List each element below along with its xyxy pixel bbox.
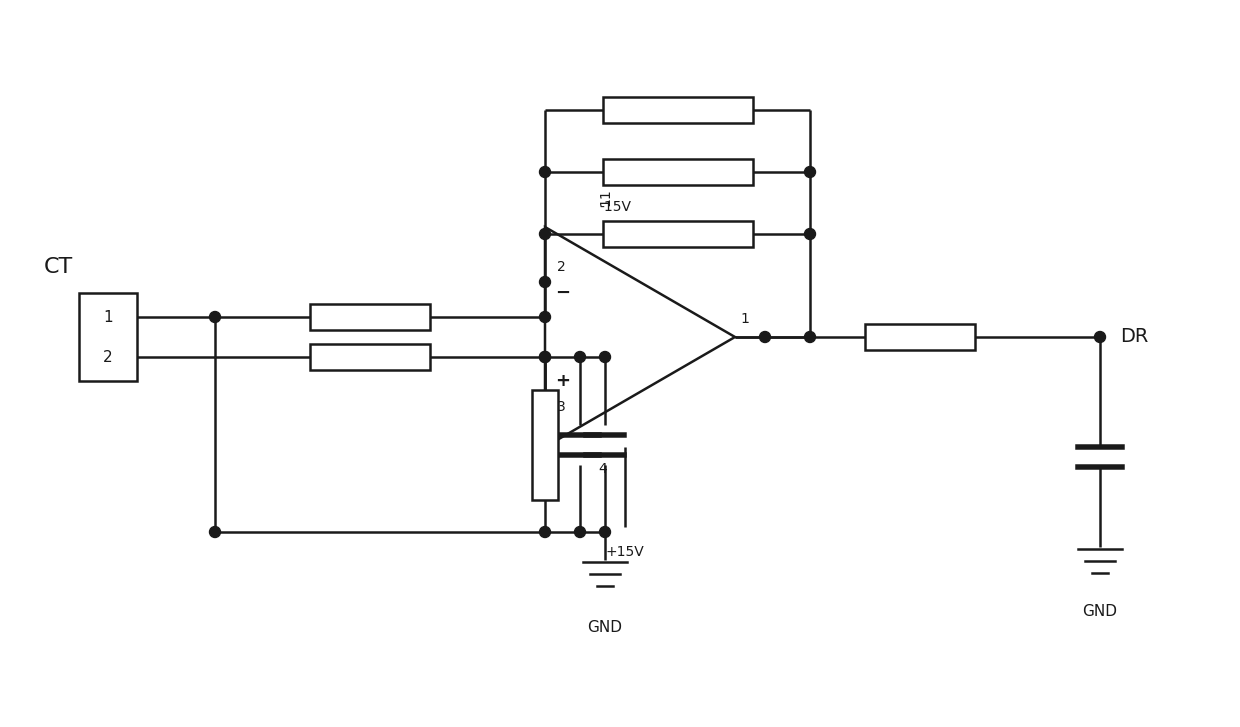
Text: 11: 11	[598, 188, 613, 206]
Text: 1: 1	[103, 310, 113, 324]
Text: CT: CT	[43, 257, 73, 277]
Text: -15V: -15V	[599, 200, 631, 214]
Circle shape	[539, 311, 551, 323]
Circle shape	[539, 351, 551, 363]
Bar	[79, 293, 136, 381]
Bar	[310, 344, 430, 370]
Circle shape	[805, 166, 816, 177]
Circle shape	[805, 332, 816, 342]
Circle shape	[1095, 332, 1106, 342]
Text: DR: DR	[1120, 327, 1148, 347]
Circle shape	[210, 526, 221, 537]
Circle shape	[599, 351, 610, 363]
Circle shape	[210, 311, 221, 323]
Circle shape	[539, 166, 551, 177]
Text: GND: GND	[1083, 604, 1117, 619]
Circle shape	[599, 526, 610, 537]
Bar	[603, 159, 753, 185]
Text: 1: 1	[740, 312, 749, 326]
Text: +15V: +15V	[605, 545, 645, 559]
Text: 4: 4	[599, 462, 608, 476]
Bar	[603, 221, 753, 247]
Text: −: −	[556, 284, 570, 302]
Text: GND: GND	[588, 619, 622, 635]
Bar	[310, 304, 430, 330]
Circle shape	[759, 332, 770, 342]
Circle shape	[539, 526, 551, 537]
Circle shape	[539, 351, 551, 363]
Bar	[866, 324, 975, 350]
Circle shape	[539, 276, 551, 287]
Circle shape	[539, 228, 551, 239]
Circle shape	[574, 526, 585, 537]
Text: +: +	[556, 372, 570, 390]
Text: 3: 3	[557, 400, 565, 414]
Bar	[603, 97, 753, 123]
Circle shape	[805, 228, 816, 239]
Text: 2: 2	[103, 350, 113, 364]
Bar	[532, 390, 558, 499]
Circle shape	[574, 351, 585, 363]
Text: 2: 2	[557, 260, 565, 274]
